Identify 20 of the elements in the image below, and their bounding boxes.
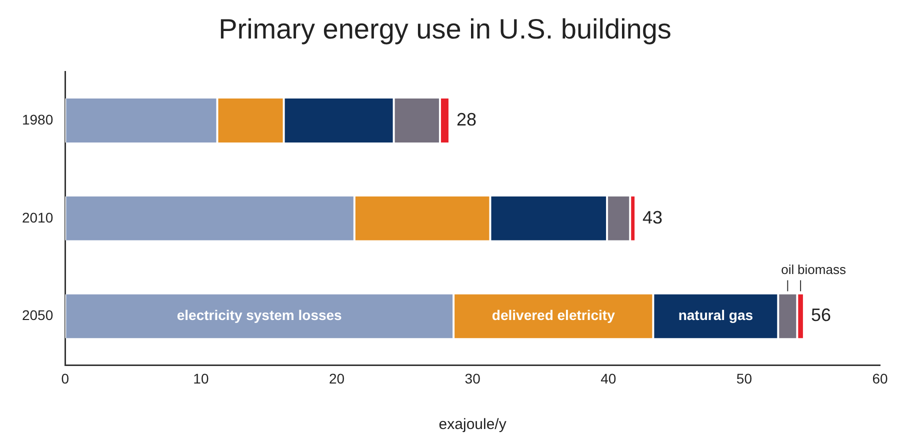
x-tick-label: 20 — [328, 370, 345, 386]
total-label: 43 — [642, 207, 663, 228]
x-tick-label: 50 — [736, 370, 752, 386]
x-axis-title: exajoule/y — [438, 416, 507, 434]
y-tick-label: 2050 — [22, 307, 54, 324]
x-tick-label: 10 — [193, 370, 209, 386]
series-label: electricity system losses — [176, 307, 342, 324]
series-label: natural gas — [678, 307, 754, 324]
series-label: oil — [781, 262, 794, 277]
x-tick-label: 30 — [464, 370, 481, 386]
total-label: 56 — [810, 305, 831, 326]
series-label: delivered eletricity — [492, 307, 616, 324]
y-tick-label: 1980 — [22, 111, 54, 128]
x-tick-label: 40 — [600, 370, 616, 386]
x-tick-label: 60 — [872, 370, 888, 386]
x-tick-label: 0 — [61, 370, 70, 386]
y-tick-label: 2010 — [22, 209, 54, 226]
chart-title: Primary energy use in U.S. buildings — [218, 14, 672, 45]
series-label: biomass — [798, 262, 846, 277]
total-label: 28 — [456, 110, 477, 130]
